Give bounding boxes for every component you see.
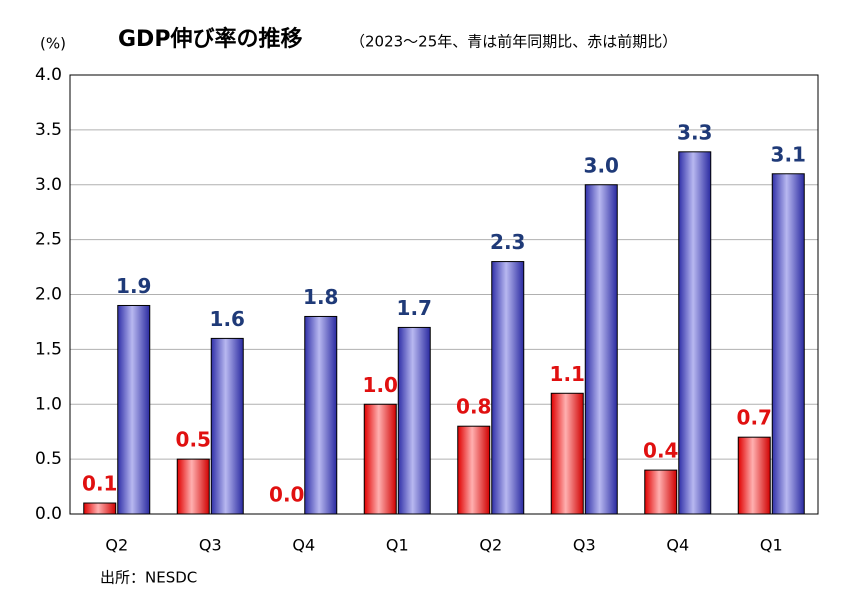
data-label: 1.9 <box>116 274 151 298</box>
bar <box>584 184 618 515</box>
data-label: 1.0 <box>363 373 398 397</box>
bar <box>117 304 151 515</box>
y-tick-label: 1.0 <box>35 394 62 414</box>
data-label: 0.7 <box>737 406 772 430</box>
y-tick-label: 3.0 <box>35 175 62 195</box>
bar <box>678 151 712 515</box>
x-tick-label: Q1 <box>386 536 409 555</box>
bar <box>644 469 678 515</box>
data-label: 0.8 <box>456 395 491 419</box>
x-tick-label: Q4 <box>666 536 689 555</box>
y-tick-label: 0.5 <box>35 449 62 469</box>
x-tick-label: Q3 <box>573 536 596 555</box>
x-tick-label: Q2 <box>105 536 128 555</box>
x-tick-label: Q3 <box>199 536 222 555</box>
chart-title: GDP伸び率の推移 <box>118 26 302 52</box>
data-label: 2.3 <box>490 230 525 254</box>
bar <box>176 458 210 515</box>
bar <box>737 436 771 515</box>
y-tick-label: 1.5 <box>35 339 62 359</box>
chart-subtitle: （2023～25年、青は前年同期比、赤は前期比） <box>350 33 677 51</box>
y-tick-label: 2.0 <box>35 285 62 305</box>
bar <box>304 315 338 515</box>
data-label: 3.3 <box>677 120 712 144</box>
x-tick-label: Q2 <box>479 536 502 555</box>
data-label: 3.0 <box>584 153 619 177</box>
bar <box>397 326 431 515</box>
y-tick-label: 4.0 <box>35 65 62 85</box>
bar <box>363 403 397 515</box>
plot-border <box>69 74 819 515</box>
data-label: 1.6 <box>210 307 245 331</box>
data-label: 1.1 <box>550 362 585 386</box>
bar <box>210 337 244 515</box>
bar <box>771 173 805 515</box>
x-tick-label: Q4 <box>292 536 315 555</box>
y-tick-label: 2.5 <box>35 230 62 250</box>
bar <box>83 502 117 515</box>
bar <box>457 425 491 515</box>
data-label: 1.8 <box>303 285 338 309</box>
x-tick-label: Q1 <box>760 536 783 555</box>
bar <box>550 392 584 515</box>
data-label: 1.7 <box>397 296 432 320</box>
data-label: 0.5 <box>176 428 211 452</box>
data-label: 0.4 <box>643 439 678 463</box>
data-label: 0.0 <box>269 483 304 507</box>
source: 出所：NESDC <box>100 569 197 587</box>
y-tick-label: 3.5 <box>35 120 62 140</box>
bar <box>491 261 525 515</box>
data-label: 3.1 <box>771 142 806 166</box>
y-tick-label: 0.0 <box>35 504 62 524</box>
data-label: 0.1 <box>82 472 117 496</box>
y-unit: (%) <box>40 35 66 53</box>
